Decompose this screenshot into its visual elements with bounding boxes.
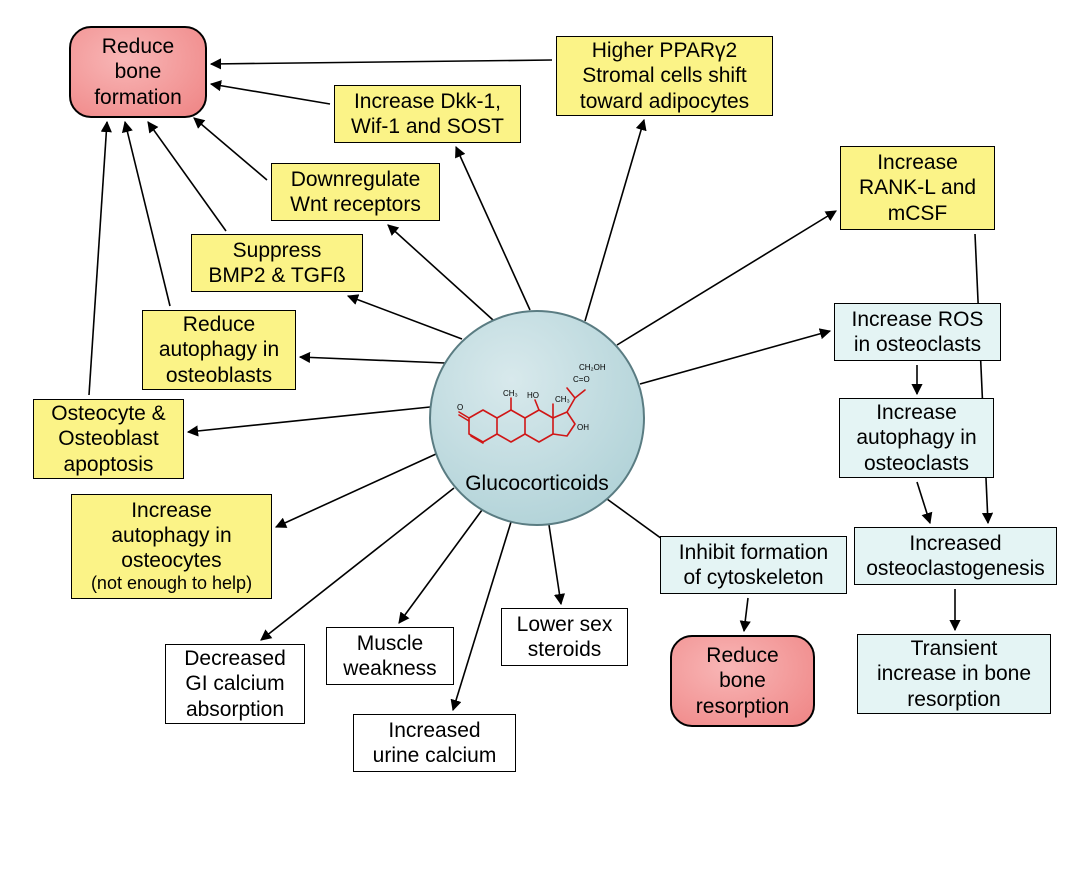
- arrow-hub-to-bmp: [348, 296, 462, 339]
- arrow-bmp-to-reduce_formation: [148, 122, 226, 231]
- node-label: Higher PPARγ2Stromal cells shifttoward a…: [580, 38, 749, 114]
- node-apoptosis: Osteocyte &Osteoblastapoptosis: [33, 399, 184, 479]
- node-label: Increase Dkk-1,Wif-1 and SOST: [351, 89, 504, 139]
- node-cytoskeleton: Inhibit formationof cytoskeleton: [660, 536, 847, 594]
- arrow-hub-to-autophagy_ob: [300, 357, 445, 363]
- arrow-hub-to-autophagy_ocyte: [276, 454, 436, 527]
- arrow-hub-to-ros: [640, 331, 830, 384]
- arrow-rankl-to-osteoclastogenesis: [975, 234, 988, 523]
- node-rankl: IncreaseRANK-L andmCSF: [840, 146, 995, 230]
- node-wnt: DownregulateWnt receptors: [271, 163, 440, 221]
- node-sex_steroids: Lower sexsteroids: [501, 608, 628, 666]
- arrow-dkk-to-reduce_formation: [211, 84, 330, 104]
- arrow-hub-to-wnt: [388, 225, 493, 320]
- node-label: DownregulateWnt receptors: [290, 167, 421, 217]
- node-ppar: Higher PPARγ2Stromal cells shifttoward a…: [556, 36, 773, 116]
- arrow-hub-to-apoptosis: [188, 407, 430, 432]
- node-label: DecreasedGI calciumabsorption: [184, 646, 286, 722]
- hub-label: Glucocorticoids: [465, 472, 609, 496]
- node-osteoclastogenesis: Increasedosteoclastogenesis: [854, 527, 1057, 585]
- arrow-hub-to-dkk: [456, 147, 530, 310]
- node-label: Transientincrease in boneresorption: [877, 636, 1031, 712]
- arrow-ppar-to-reduce_formation: [211, 60, 552, 64]
- arrow-cytoskeleton-to-reduce_resorption: [744, 598, 748, 631]
- node-label: Reduceautophagy inosteoblasts: [159, 312, 279, 388]
- node-label: Osteocyte &Osteoblastapoptosis: [51, 401, 165, 477]
- node-label: Lower sexsteroids: [517, 612, 613, 662]
- node-label: Increaseautophagy inosteoclasts: [856, 400, 976, 476]
- node-gi_calcium: DecreasedGI calciumabsorption: [165, 644, 305, 724]
- arrow-autophagy_ob-to-reduce_formation: [125, 122, 170, 306]
- arrow-hub-to-ppar: [585, 120, 644, 321]
- hub-glucocorticoids: Glucocorticoids: [429, 310, 645, 526]
- node-reduce_resorption: Reduceboneresorption: [670, 635, 815, 727]
- node-label: Reduceboneformation: [94, 34, 182, 110]
- node-ros: Increase ROSin osteoclasts: [834, 303, 1001, 361]
- node-dkk: Increase Dkk-1,Wif-1 and SOST: [334, 85, 521, 143]
- arrow-hub-to-rankl: [617, 211, 836, 345]
- node-transient: Transientincrease in boneresorption: [857, 634, 1051, 714]
- node-label: SuppressBMP2 & TGFß: [208, 238, 345, 288]
- node-label: Inhibit formationof cytoskeleton: [679, 540, 828, 590]
- node-urine: Increasedurine calcium: [353, 714, 516, 772]
- node-reduce_formation: Reduceboneformation: [69, 26, 207, 118]
- node-muscle: Muscleweakness: [326, 627, 454, 685]
- arrow-hub-to-sex_steroids: [549, 525, 561, 604]
- node-label: Reduceboneresorption: [696, 643, 789, 719]
- node-autophagy_ocyte: Increaseautophagy inosteocytes(not enoug…: [71, 494, 272, 599]
- node-label: Increasedurine calcium: [373, 718, 497, 768]
- node-bmp: SuppressBMP2 & TGFß: [191, 234, 363, 292]
- arrow-wnt-to-reduce_formation: [194, 118, 267, 180]
- node-label: Increaseautophagy inosteocytes(not enoug…: [91, 498, 252, 595]
- arrow-hub-to-gi_calcium: [261, 488, 454, 640]
- node-label: Increase ROSin osteoclasts: [852, 307, 984, 357]
- node-label: IncreaseRANK-L andmCSF: [859, 150, 976, 226]
- node-autophagy_oc: Increaseautophagy inosteoclasts: [839, 398, 994, 478]
- node-label: Increasedosteoclastogenesis: [866, 531, 1045, 581]
- arrow-autophagy_oc-to-osteoclastogenesis: [917, 482, 930, 523]
- arrow-apoptosis-to-reduce_formation: [89, 122, 107, 395]
- node-autophagy_ob: Reduceautophagy inosteoblasts: [142, 310, 296, 390]
- arrow-hub-to-muscle: [399, 510, 482, 623]
- node-label: Muscleweakness: [343, 631, 436, 681]
